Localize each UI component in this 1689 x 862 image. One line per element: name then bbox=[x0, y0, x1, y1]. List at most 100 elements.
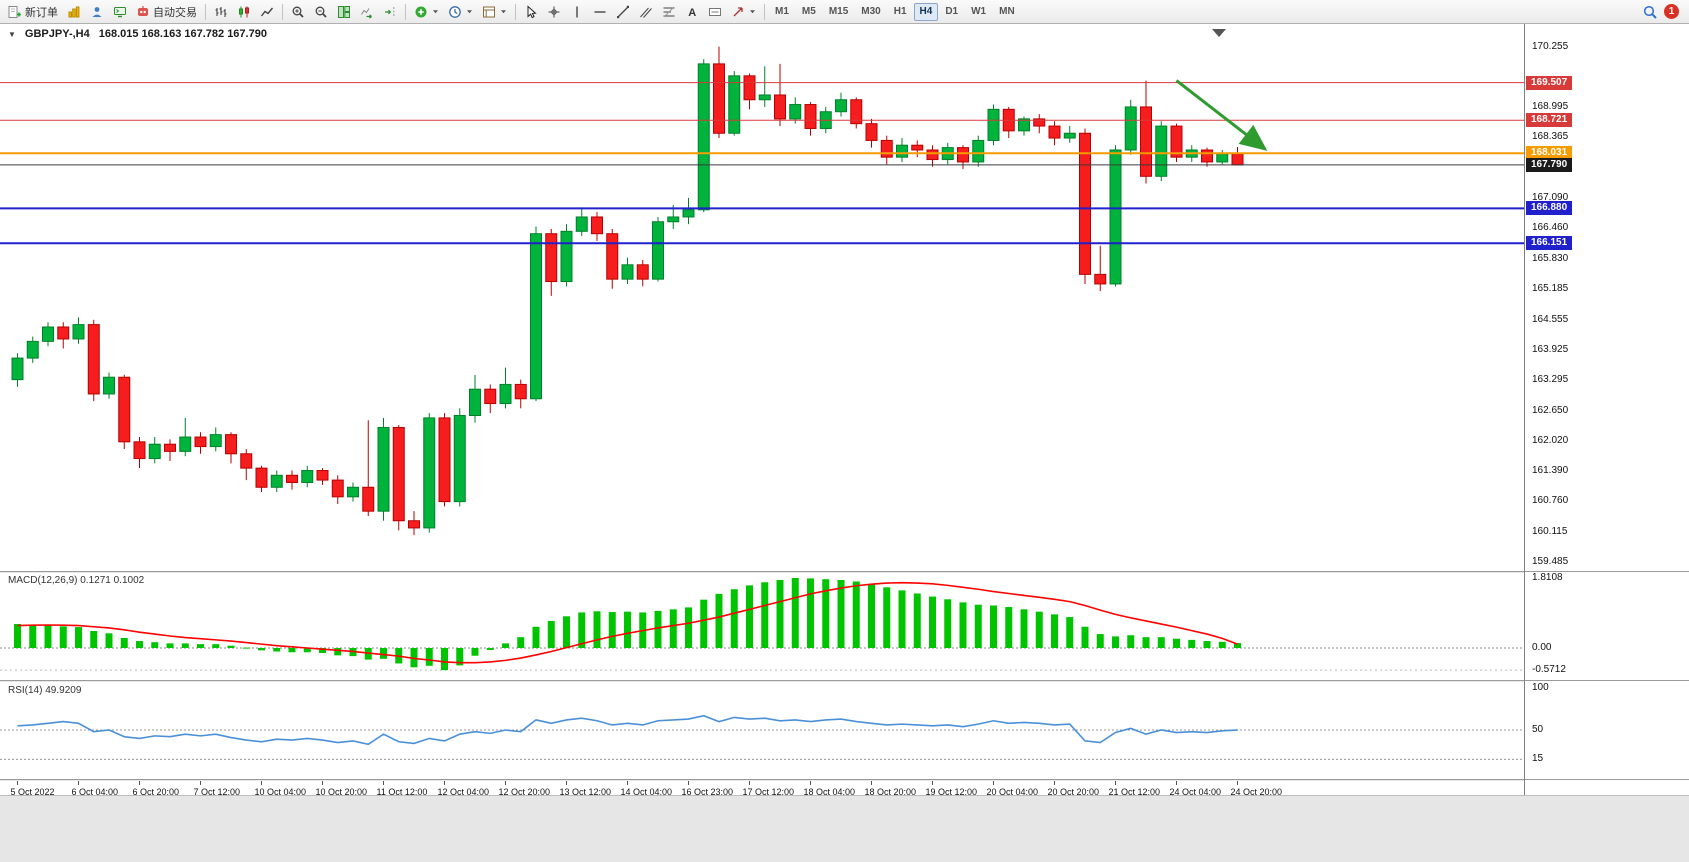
macd-bar bbox=[1096, 634, 1104, 648]
candle-body bbox=[713, 63, 725, 134]
rsi-scale-label: 100 bbox=[1532, 682, 1549, 693]
trendline-button[interactable] bbox=[612, 1, 634, 23]
trend-arrow-object[interactable] bbox=[1175, 79, 1268, 151]
indicators-button[interactable] bbox=[410, 1, 443, 23]
terminal-icon bbox=[114, 6, 126, 17]
timeframe-button-h1[interactable]: H1 bbox=[888, 3, 913, 21]
shapes-button[interactable] bbox=[727, 1, 760, 23]
timeframe-button-mn[interactable]: MN bbox=[993, 3, 1021, 21]
candle-body bbox=[1231, 153, 1244, 166]
macd-bar bbox=[44, 625, 52, 648]
toolbar-separator bbox=[405, 3, 406, 20]
macd-scale-label: -0.5712 bbox=[1532, 664, 1566, 676]
market-watch-button[interactable] bbox=[86, 1, 108, 23]
macd-scale-label: 1.8108 bbox=[1532, 571, 1563, 583]
terminal-button[interactable] bbox=[109, 1, 131, 23]
macd-bar bbox=[471, 648, 479, 656]
timeframe-button-h4[interactable]: H4 bbox=[913, 2, 939, 21]
one-click-trading-icon[interactable]: ▼ bbox=[8, 29, 16, 39]
macd-bar bbox=[181, 643, 189, 648]
candle-body bbox=[560, 230, 573, 283]
candle-body bbox=[1155, 125, 1168, 177]
candle-body bbox=[1170, 125, 1183, 158]
new-order-button[interactable]: 新订单 bbox=[4, 1, 62, 23]
chart-shift-button[interactable] bbox=[379, 1, 401, 23]
time-axis-label: 18 Oct 20:00 bbox=[865, 787, 917, 795]
candle-body bbox=[286, 474, 298, 483]
candle-body bbox=[103, 376, 115, 395]
macd-signal-line bbox=[17, 581, 1238, 664]
notification-badge[interactable]: 1 bbox=[1664, 4, 1679, 19]
macd-bar bbox=[242, 647, 250, 649]
time-axis-label: 19 Oct 12:00 bbox=[926, 787, 978, 795]
candle-body bbox=[987, 108, 1000, 141]
macd-bar bbox=[1218, 641, 1226, 648]
timeframe-button-w1[interactable]: W1 bbox=[965, 3, 992, 21]
timeframe-button-m1[interactable]: M1 bbox=[769, 3, 795, 21]
macd-bar bbox=[700, 599, 708, 648]
macd-bar bbox=[1157, 637, 1165, 648]
price-chart-canvas[interactable]: 5 Oct 2022 6 Oct 04:00 6 Oct 20:00 7 Oct 12… bbox=[0, 24, 1524, 795]
channel-button[interactable] bbox=[635, 1, 657, 23]
macd-bar bbox=[151, 642, 159, 648]
candle-body bbox=[347, 486, 359, 498]
candle-body bbox=[789, 104, 802, 120]
candle-body bbox=[1018, 118, 1030, 132]
candle-body bbox=[728, 75, 741, 134]
time-axis-label: 12 Oct 04:00 bbox=[438, 787, 490, 795]
candle-body bbox=[1109, 149, 1122, 285]
macd-bar bbox=[456, 648, 464, 666]
candle-body bbox=[774, 94, 786, 120]
price-axis-tick: 163.925 bbox=[1532, 343, 1569, 355]
macd-bar bbox=[974, 604, 982, 648]
macd-bar bbox=[593, 611, 601, 648]
auto-trading-button[interactable]: 自动交易 bbox=[132, 1, 201, 23]
templates-button[interactable] bbox=[478, 1, 511, 23]
candle-body bbox=[758, 94, 771, 101]
new-chart-button[interactable] bbox=[63, 1, 85, 23]
cursor-button[interactable] bbox=[520, 1, 542, 23]
timeframe-button-m15[interactable]: M15 bbox=[823, 3, 854, 21]
timeframe-button-d1[interactable]: D1 bbox=[939, 3, 964, 21]
timeframe-button-m30[interactable]: M30 bbox=[855, 3, 886, 21]
notification-count: 1 bbox=[1668, 6, 1675, 17]
time-axis-label: 6 Oct 04:00 bbox=[72, 787, 119, 795]
fibonacci-button[interactable] bbox=[658, 1, 680, 23]
search-icon[interactable] bbox=[1642, 4, 1658, 20]
candle-body bbox=[316, 470, 329, 481]
tile-windows-button[interactable] bbox=[333, 1, 355, 23]
candlestick-chart-button[interactable] bbox=[233, 1, 255, 23]
line-chart-button[interactable] bbox=[256, 1, 278, 23]
chevron-down-icon bbox=[433, 10, 438, 14]
zoom-out-button[interactable] bbox=[310, 1, 332, 23]
candle-body bbox=[392, 426, 405, 522]
auto-scroll-button[interactable] bbox=[356, 1, 378, 23]
macd-bar bbox=[166, 643, 174, 648]
text-button[interactable]: A bbox=[681, 1, 703, 23]
clock-icon bbox=[449, 5, 461, 18]
candle-body bbox=[926, 149, 939, 161]
timeframe-button-m5[interactable]: M5 bbox=[796, 3, 822, 21]
macd-bar bbox=[1127, 635, 1135, 648]
macd-bar bbox=[532, 626, 540, 648]
zoom-out-icon bbox=[315, 6, 327, 18]
vertical-line-button[interactable] bbox=[566, 1, 588, 23]
time-axis-label: 11 Oct 12:00 bbox=[377, 787, 428, 795]
macd-bar bbox=[288, 648, 296, 653]
crosshair-button[interactable] bbox=[543, 1, 565, 23]
candle-body bbox=[911, 144, 924, 151]
zoom-in-button[interactable] bbox=[287, 1, 309, 23]
horizontal-line-button[interactable] bbox=[589, 1, 611, 23]
rsi-indicator-label: RSI(14) 49.9209 bbox=[8, 685, 82, 696]
price-axis-tick: 167.090 bbox=[1532, 192, 1569, 204]
vertical-line-icon bbox=[576, 6, 578, 17]
crosshair-icon bbox=[548, 6, 560, 17]
candle-body bbox=[667, 216, 680, 223]
candle-body bbox=[438, 417, 451, 503]
price-axis[interactable]: 170.255 168.995 168.365 167.090 166.460 165.8… bbox=[1524, 24, 1689, 795]
periods-button[interactable] bbox=[444, 1, 477, 23]
macd-bar bbox=[258, 648, 265, 651]
label-button[interactable] bbox=[704, 1, 726, 23]
chart-shift-marker[interactable] bbox=[1212, 29, 1226, 37]
bar-chart-button[interactable] bbox=[210, 1, 232, 23]
